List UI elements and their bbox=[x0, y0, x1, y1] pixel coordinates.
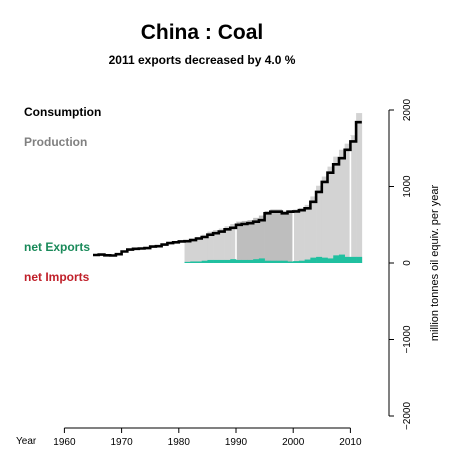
production-bar bbox=[304, 204, 311, 263]
y-tick-label: −2000 bbox=[402, 402, 413, 431]
production-bar bbox=[236, 221, 243, 263]
legend-net-imports: net Imports bbox=[24, 270, 90, 284]
x-axis-label: Year bbox=[16, 436, 37, 447]
net-exports-bar bbox=[310, 257, 317, 263]
net-exports-bar bbox=[270, 260, 277, 263]
production-bar bbox=[207, 231, 214, 263]
net-exports-bar bbox=[327, 258, 334, 263]
net-exports-bar bbox=[264, 260, 271, 263]
net-exports-bar bbox=[281, 260, 288, 263]
legend-net-exports: net Exports bbox=[24, 240, 90, 254]
production-bar bbox=[184, 240, 191, 263]
production-bar bbox=[321, 176, 328, 263]
net-exports-bar bbox=[224, 259, 231, 263]
x-axis: 1960 1970 1980 1990 2000 2010 bbox=[53, 427, 362, 448]
production-bar bbox=[253, 217, 260, 263]
production-bar bbox=[230, 223, 237, 263]
legend-production: Production bbox=[24, 135, 87, 149]
net-exports-bar bbox=[356, 256, 363, 263]
production-bar bbox=[333, 156, 340, 263]
production-bar bbox=[276, 209, 283, 263]
production-bar bbox=[281, 210, 288, 263]
y-tick-label: 2000 bbox=[402, 98, 413, 121]
production-bar bbox=[287, 210, 294, 263]
x-tick-label: 1960 bbox=[53, 437, 76, 448]
net-exports-bar bbox=[241, 259, 248, 263]
net-exports-bar bbox=[333, 255, 340, 263]
production-bar bbox=[293, 209, 300, 263]
y-tick-label: 0 bbox=[402, 260, 413, 266]
legend-consumption: Consumption bbox=[24, 105, 101, 119]
production-bar bbox=[195, 236, 202, 263]
net-exports-bar bbox=[247, 259, 254, 263]
production-bar bbox=[247, 220, 254, 263]
net-exports-bar bbox=[201, 260, 208, 263]
x-tick-label: 1970 bbox=[110, 437, 133, 448]
production-bar bbox=[258, 215, 265, 263]
consumption-line bbox=[93, 120, 362, 257]
net-exports-bar bbox=[298, 260, 305, 263]
net-exports-bar bbox=[190, 261, 197, 263]
production-bar bbox=[350, 135, 357, 263]
production-bar bbox=[213, 230, 220, 263]
plot-area bbox=[93, 113, 363, 263]
production-bar bbox=[338, 149, 345, 263]
net-exports-bar bbox=[207, 259, 214, 263]
production-bar bbox=[241, 220, 248, 263]
net-exports-bar bbox=[344, 256, 351, 263]
y-axis: −2000 −1000 0 1000 2000 bbox=[388, 98, 413, 431]
x-tick-label: 2010 bbox=[339, 437, 362, 448]
net-exports-bar bbox=[304, 259, 311, 263]
net-exports-bar bbox=[258, 258, 265, 263]
production-bar bbox=[327, 166, 334, 263]
net-exports-bar bbox=[230, 259, 237, 263]
net-exports-bar bbox=[213, 259, 220, 263]
net-exports-bar bbox=[350, 256, 357, 263]
net-exports-bar bbox=[195, 261, 202, 263]
x-tick-label: 1980 bbox=[168, 437, 191, 448]
chart-subtitle: 2011 exports decreased by 4.0 % bbox=[109, 53, 296, 67]
y-axis-label: million tonnes oil equiv. per year bbox=[429, 185, 441, 342]
production-bar bbox=[310, 196, 317, 263]
net-exports-bar bbox=[316, 256, 323, 263]
x-tick-label: 1990 bbox=[225, 437, 248, 448]
production-bar bbox=[270, 209, 277, 263]
production-bar bbox=[316, 185, 323, 263]
production-bar bbox=[264, 210, 271, 263]
net-exports-bar bbox=[338, 254, 345, 263]
net-exports-bar bbox=[184, 261, 191, 263]
production-bar bbox=[218, 228, 225, 263]
production-bar bbox=[201, 234, 208, 263]
net-exports-bar bbox=[253, 259, 260, 263]
y-tick-label: 1000 bbox=[402, 175, 413, 198]
production-bar bbox=[298, 207, 305, 263]
net-exports-bar bbox=[287, 261, 294, 263]
y-tick-label: −1000 bbox=[402, 325, 413, 354]
production-bar bbox=[190, 238, 197, 263]
production-bar bbox=[344, 143, 351, 263]
net-exports-bar bbox=[276, 260, 283, 263]
net-exports-bar bbox=[236, 259, 243, 263]
production-bar bbox=[356, 113, 363, 263]
production-bar bbox=[224, 226, 231, 263]
net-exports-bar bbox=[293, 261, 300, 263]
chart-title: China : Coal bbox=[141, 21, 264, 44]
net-exports-bar bbox=[218, 259, 225, 263]
x-tick-label: 2000 bbox=[282, 437, 305, 448]
net-exports-bar bbox=[321, 257, 328, 263]
